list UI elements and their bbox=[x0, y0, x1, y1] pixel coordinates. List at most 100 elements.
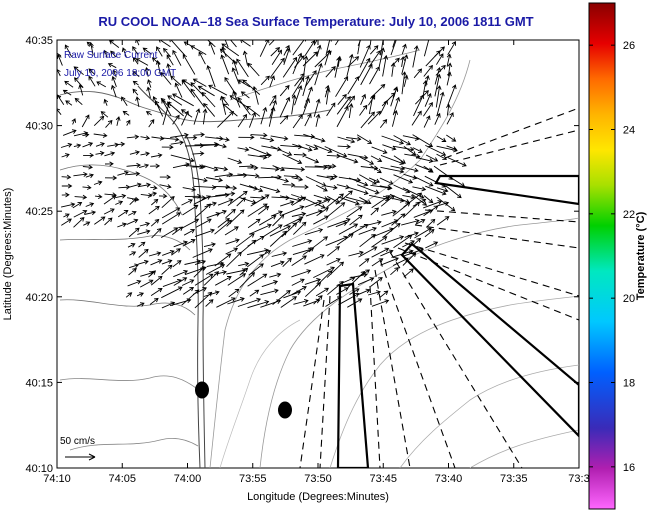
current-vector bbox=[57, 94, 65, 106]
coastline-inland-3 bbox=[59, 299, 196, 316]
current-vector bbox=[95, 150, 105, 156]
current-vector bbox=[237, 113, 247, 128]
current-vector bbox=[215, 143, 227, 149]
current-vector bbox=[271, 251, 288, 257]
depth-contour-6 bbox=[219, 319, 301, 468]
current-vector bbox=[162, 249, 175, 256]
current-vector bbox=[136, 302, 145, 307]
current-vector bbox=[326, 246, 340, 257]
current-vector bbox=[150, 259, 163, 266]
current-vector bbox=[132, 46, 139, 56]
current-vector bbox=[292, 143, 313, 152]
current-vector bbox=[436, 153, 448, 161]
current-vector bbox=[380, 249, 394, 257]
current-vector bbox=[313, 194, 329, 201]
colorbar-tick-label: 26 bbox=[623, 40, 635, 52]
coastline-inland-4 bbox=[59, 375, 197, 389]
current-vector bbox=[172, 93, 194, 107]
current-vector bbox=[204, 201, 217, 208]
current-vector bbox=[393, 135, 411, 146]
current-vector bbox=[231, 67, 240, 85]
current-vector bbox=[93, 180, 103, 186]
x-tick-label: 73:45 bbox=[369, 473, 397, 485]
current-vector bbox=[151, 57, 161, 66]
y-tick-label: 40:35 bbox=[25, 35, 53, 47]
current-vector bbox=[281, 205, 305, 216]
current-vector bbox=[359, 220, 382, 228]
current-vector bbox=[346, 136, 362, 142]
current-vector bbox=[126, 171, 141, 177]
current-vector bbox=[190, 82, 205, 97]
current-vector bbox=[237, 146, 250, 152]
current-vector bbox=[313, 266, 335, 279]
current-vector bbox=[202, 108, 208, 125]
current-vector bbox=[447, 84, 457, 106]
current-vector bbox=[325, 40, 332, 56]
current-vector bbox=[238, 261, 250, 267]
current-vector bbox=[182, 53, 196, 75]
current-vector bbox=[247, 299, 270, 309]
current-vector bbox=[74, 77, 84, 88]
current-vector bbox=[128, 227, 140, 238]
current-vector bbox=[412, 186, 427, 192]
current-vector bbox=[271, 175, 290, 183]
current-vector bbox=[161, 207, 181, 219]
current-vector bbox=[232, 59, 239, 75]
current-vector bbox=[195, 203, 212, 218]
current-vector bbox=[135, 40, 140, 46]
current-vector bbox=[403, 74, 409, 87]
current-vector bbox=[184, 259, 202, 265]
current-vector bbox=[150, 153, 163, 158]
current-vector bbox=[112, 69, 117, 78]
current-vector bbox=[259, 40, 270, 57]
current-vector bbox=[72, 202, 83, 209]
current-vector bbox=[424, 229, 435, 238]
current-vector bbox=[150, 218, 160, 227]
current-vector bbox=[73, 209, 88, 218]
current-vectors bbox=[57, 40, 467, 309]
current-vector bbox=[349, 214, 363, 226]
current-vector bbox=[392, 96, 401, 116]
current-vector bbox=[392, 145, 415, 152]
current-vector bbox=[205, 299, 214, 307]
current-vector bbox=[100, 111, 109, 118]
current-vector bbox=[326, 195, 341, 204]
current-vector bbox=[158, 193, 168, 199]
current-vector bbox=[190, 45, 207, 55]
current-vector bbox=[358, 246, 378, 258]
current-vector bbox=[213, 166, 229, 172]
current-vector bbox=[403, 201, 421, 218]
current-vector bbox=[163, 47, 171, 57]
current-vector bbox=[403, 268, 414, 278]
current-vector bbox=[337, 136, 356, 144]
current-vector bbox=[216, 297, 236, 308]
current-vector bbox=[62, 129, 77, 136]
current-vector bbox=[346, 206, 363, 218]
current-vector bbox=[292, 52, 303, 75]
y-tick-label: 40:20 bbox=[25, 292, 53, 304]
current-vector bbox=[368, 177, 381, 184]
current-vector bbox=[293, 152, 307, 158]
current-vector bbox=[313, 236, 329, 248]
x-tick-label: 74:00 bbox=[174, 473, 202, 485]
current-vector bbox=[222, 103, 238, 117]
current-vector bbox=[115, 193, 127, 199]
current-vector bbox=[248, 263, 264, 276]
current-vector bbox=[242, 50, 248, 66]
current-vector bbox=[391, 249, 414, 258]
current-vector bbox=[334, 56, 341, 78]
current-vector bbox=[401, 71, 407, 95]
current-vector bbox=[348, 250, 364, 257]
current-vector bbox=[349, 288, 360, 295]
current-vector bbox=[336, 287, 349, 295]
current-vector bbox=[325, 296, 342, 307]
current-vector bbox=[381, 135, 405, 145]
current-vector bbox=[369, 66, 380, 85]
current-vector bbox=[260, 250, 272, 257]
figure-title: RU COOL NOAA–18 Sea Surface Temperature:… bbox=[98, 14, 534, 29]
current-vector bbox=[316, 207, 329, 217]
current-vector bbox=[271, 49, 282, 66]
current-vector bbox=[425, 241, 439, 249]
current-vector bbox=[166, 101, 184, 117]
